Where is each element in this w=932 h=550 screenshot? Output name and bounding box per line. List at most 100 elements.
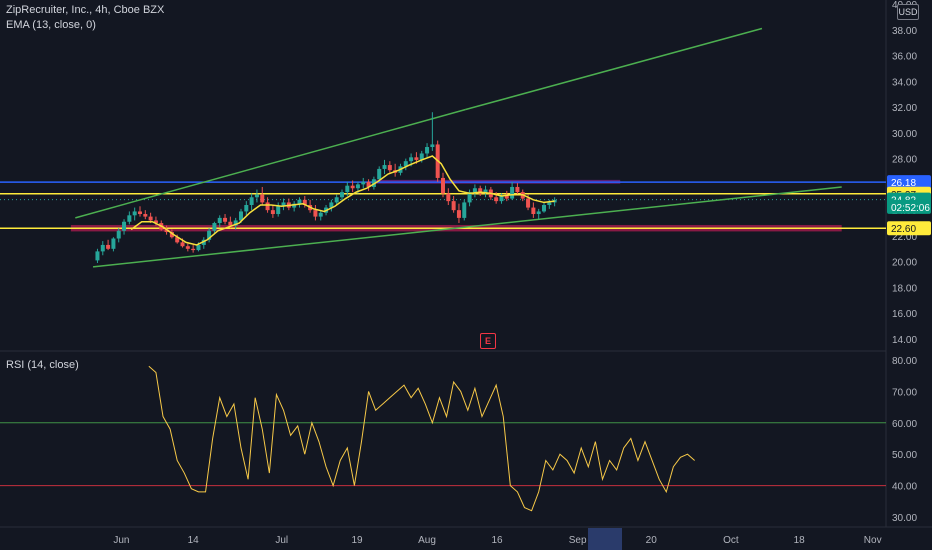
price-axis-badge — [887, 221, 931, 236]
time-tick-label: Jul — [275, 535, 288, 546]
candle-body — [153, 220, 158, 224]
candle-body — [249, 197, 254, 205]
candle-body — [536, 211, 541, 215]
candle-body — [339, 192, 344, 198]
candle-body — [228, 221, 233, 226]
price-axis-badge-label: 02:52:06 — [891, 203, 930, 214]
rsi-tick-label: 40.00 — [892, 482, 917, 493]
candle-body — [191, 248, 196, 251]
candle-body — [494, 197, 499, 202]
rsi-tick-label: 80.00 — [892, 356, 917, 367]
candle-body — [223, 217, 228, 222]
candle-body — [212, 223, 217, 231]
currency-badge[interactable]: USD — [897, 4, 919, 20]
candle-body — [122, 221, 127, 231]
candle-body — [169, 232, 174, 238]
time-tick-label: Jun — [113, 535, 129, 546]
price-tick-label: 16.00 — [892, 309, 917, 320]
time-tick-label: 14 — [188, 535, 200, 546]
candle-body — [425, 147, 430, 154]
candle-body — [238, 211, 243, 221]
candle-body — [143, 214, 148, 217]
trendline — [75, 108, 466, 219]
price-tick-label: 28.00 — [892, 155, 917, 166]
price-tick-label: 36.00 — [892, 52, 917, 63]
price-axis-badge-label: 22.60 — [891, 224, 916, 235]
candle-body — [355, 184, 360, 189]
candle-body — [366, 181, 371, 187]
price-tick-label: 34.00 — [892, 77, 917, 88]
price-tick-label: 20.00 — [892, 258, 917, 269]
candle-body — [292, 203, 297, 208]
candle-body — [207, 230, 212, 240]
candle-body — [164, 229, 169, 233]
rsi-tick-label: 60.00 — [892, 419, 917, 430]
candle-body — [542, 205, 547, 212]
candle-body — [419, 153, 424, 160]
candle-body — [313, 210, 318, 217]
candle-body — [456, 210, 461, 218]
trendline — [92, 186, 842, 268]
candle-body — [201, 239, 206, 245]
time-tick-label: Aug — [418, 535, 436, 546]
candle-body — [515, 186, 520, 193]
candle-body — [175, 237, 180, 243]
candle-body — [318, 212, 323, 217]
candle-body — [233, 220, 238, 226]
candle-body — [547, 202, 552, 205]
candle-body — [345, 185, 350, 193]
candle-body — [414, 157, 419, 160]
candle-body — [329, 202, 334, 208]
time-tick-label: Sep — [569, 535, 587, 546]
candle-body — [361, 181, 366, 185]
rsi-legend: RSI (14, close) — [6, 359, 79, 371]
symbol-legend: ZipRecruiter, Inc., 4h, Cboe BZX — [6, 4, 165, 16]
candle-body — [254, 194, 259, 198]
price-axis-badge — [887, 175, 931, 190]
candle-body — [504, 195, 509, 199]
candle-body — [382, 165, 387, 169]
candle-body — [483, 189, 488, 194]
time-tick-label: 16 — [491, 535, 503, 546]
price-tick-label: 38.00 — [892, 26, 917, 37]
candle-body — [499, 195, 504, 202]
rsi-tick-label: 70.00 — [892, 387, 917, 398]
candle-body — [478, 188, 483, 194]
candle-body — [270, 210, 275, 215]
rsi-tick-label: 30.00 — [892, 513, 917, 524]
candle-body — [350, 185, 355, 189]
candle-body — [430, 144, 435, 148]
candle-body — [132, 211, 137, 216]
time-tick-label: 19 — [351, 535, 363, 546]
candle-body — [276, 206, 281, 215]
candle-body — [95, 251, 100, 261]
candle-body — [100, 244, 105, 252]
time-axis-highlight — [588, 528, 622, 550]
candle-body — [526, 198, 531, 208]
candle-body — [334, 197, 339, 203]
candle-body — [409, 157, 414, 162]
price-tick-label: 22.00 — [892, 232, 917, 243]
candle-body — [441, 177, 445, 194]
earnings-marker-icon[interactable]: E — [480, 333, 496, 349]
price-tick-label: 14.00 — [892, 335, 917, 346]
candle-body — [403, 161, 408, 167]
candle-body — [111, 238, 116, 249]
candle-body — [377, 168, 382, 180]
price-tick-label: 30.00 — [892, 129, 917, 140]
candle-body — [116, 230, 121, 239]
time-tick-label: Nov — [864, 535, 882, 546]
time-tick-label: Oct — [723, 535, 739, 546]
candle-body — [106, 244, 111, 249]
trendline — [464, 27, 763, 111]
candle-body — [297, 199, 302, 204]
candle-body — [185, 246, 190, 249]
candle-body — [281, 202, 286, 207]
candle-body — [387, 165, 392, 171]
candle-body — [446, 193, 451, 202]
price-tick-label: 18.00 — [892, 283, 917, 294]
candle-body — [265, 202, 270, 211]
ema-legend: EMA (13, close, 0) — [6, 19, 96, 31]
candle-body — [302, 199, 307, 205]
